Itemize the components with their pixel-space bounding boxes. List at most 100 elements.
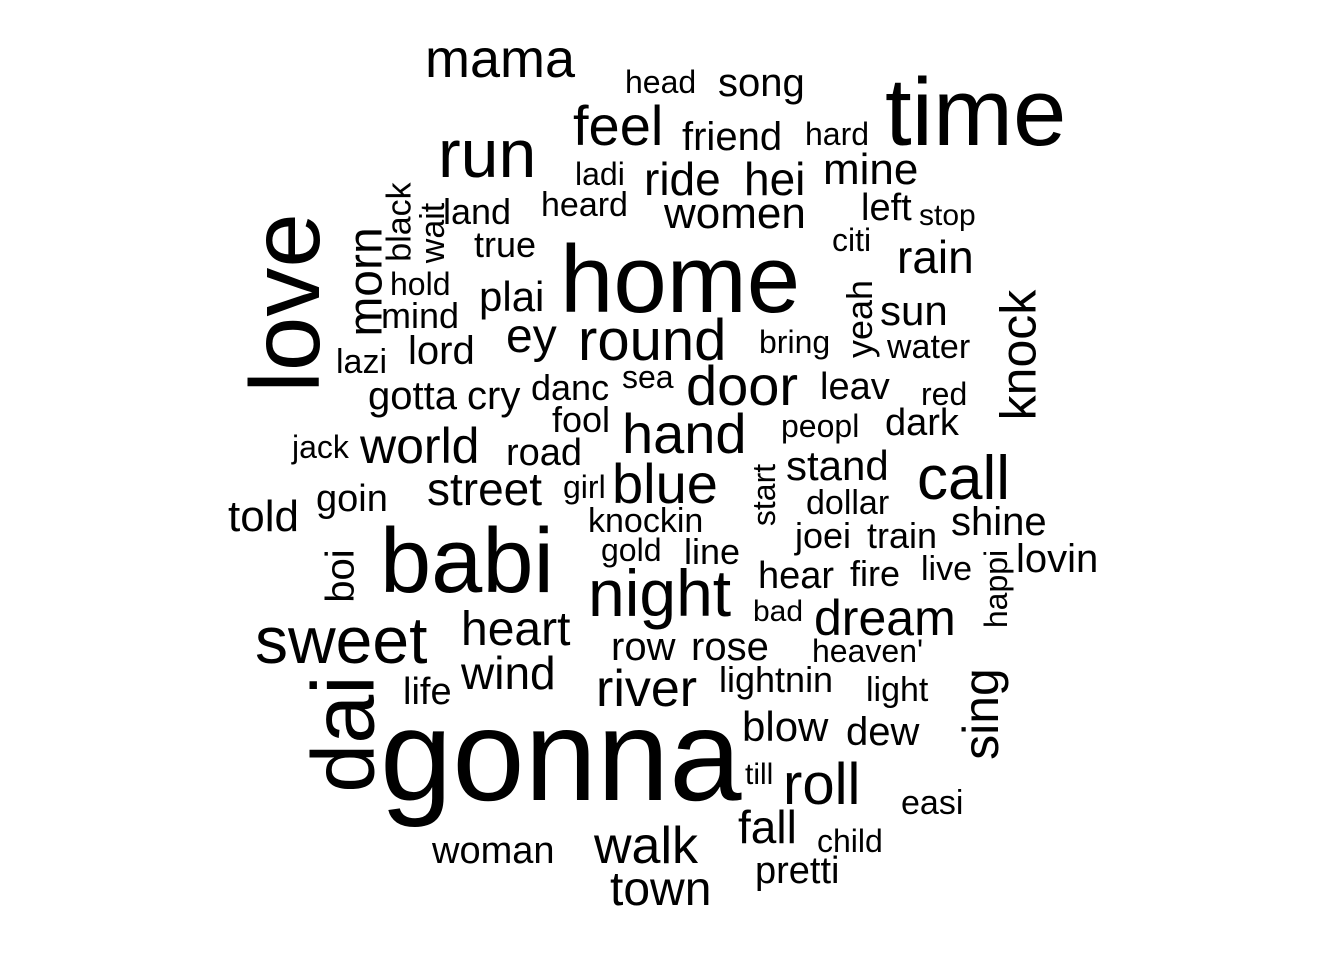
word-song: song [718,61,805,105]
word-happi: happi [978,549,1015,629]
word-stand: stand [786,442,889,489]
word-leav: leav [820,366,890,408]
word-walk: walk [594,817,699,875]
word-friend: friend [682,115,783,159]
word-hei: hei [744,153,806,205]
word-live: live [921,550,973,588]
word-joei: joei [795,515,852,556]
word-girl: girl [563,469,606,505]
word-road: road [506,432,583,474]
word-sing: sing [952,668,1009,760]
word-babi: babi [380,510,554,612]
word-hand: hand [622,402,747,465]
word-bad: bad [753,595,804,628]
word-black: black [380,182,419,262]
word-pretti: pretti [755,850,840,892]
word-roll: roll [783,752,861,817]
word-boi: boi [318,549,363,603]
word-bring: bring [759,324,831,360]
word-till: till [745,758,774,791]
word-jack: jack [292,429,349,465]
word-knockin: knockin [588,502,704,540]
word-heart: heart [461,603,571,656]
word-woman: woman [432,830,555,872]
word-head: head [625,64,697,100]
word-rose: rose [691,625,769,669]
word-ladi: ladi [575,156,625,192]
word-dai: dai [293,675,393,793]
word-start: start [746,463,783,527]
word-sun: sun [880,287,948,334]
word-hold: hold [390,266,451,302]
word-plai: plai [479,273,545,320]
word-gotta: gotta [368,374,457,418]
word-water: water [887,328,971,366]
word-women: women [664,189,806,238]
word-run: run [438,116,537,192]
word-child: child [817,823,883,859]
word-left: left [861,187,912,229]
word-heard: heard [541,186,628,224]
word-door: door [686,354,799,417]
word-lord: lord [408,329,475,373]
word-true: true [474,224,537,265]
word-blue: blue [612,452,718,515]
word-dollar: dollar [806,484,890,522]
word-life: life [403,671,452,713]
word-stop: stop [919,199,976,232]
word-light: light [866,671,929,709]
word-row: row [611,625,676,669]
word-home: home [560,226,801,333]
word-lovin: lovin [1016,537,1099,581]
word-ride: ride [644,153,721,205]
word-dew: dew [846,710,920,754]
word-wait: wait [414,202,453,264]
word-yeah: yeah [839,279,881,359]
word-dark: dark [885,402,959,444]
word-easi: easi [901,784,964,822]
word-sweet: sweet [255,603,428,677]
word-street: street [427,463,543,515]
word-love: love [229,213,340,393]
word-mama: mama [425,29,576,89]
word-danc: danc [531,367,610,408]
word-mind: mind [381,295,460,336]
word-red: red [921,376,968,412]
word-blow: blow [742,703,829,750]
word-goin: goin [316,478,388,520]
word-gold: gold [601,532,662,568]
word-peopl: peopl [781,408,860,444]
word-feel: feel [573,94,664,157]
word-time: time [885,59,1067,166]
word-call: call [917,444,1011,513]
word-cry: cry [467,374,521,418]
word-heaven: heaven' [812,633,924,669]
word-wind: wind [461,647,556,699]
word-river: river [596,660,698,718]
word-world: world [360,418,480,474]
word-town: town [610,863,712,916]
word-line: line [684,531,741,572]
word-told: told [228,492,299,541]
word-sea: sea [622,359,674,395]
word-mine: mine [823,145,919,194]
word-hear: hear [758,555,835,597]
word-ey: ey [506,310,557,363]
word-fool: fool [552,399,611,440]
word-lightnin: lightnin [719,659,834,700]
word-rain: rain [897,231,974,283]
word-fire: fire [850,553,901,594]
word-train: train [867,515,938,556]
word-dream: dream [814,590,956,646]
word-round: round [578,308,727,373]
word-citi: citi [832,222,872,258]
word-hard: hard [805,116,870,152]
word-lazi: lazi [336,343,388,381]
word-land: land [443,191,512,232]
word-knock: knock [990,289,1047,421]
word-gonna: gonna [380,682,742,828]
word-fall: fall [738,801,797,853]
word-night: night [588,556,732,630]
word-shine: shine [951,500,1047,544]
